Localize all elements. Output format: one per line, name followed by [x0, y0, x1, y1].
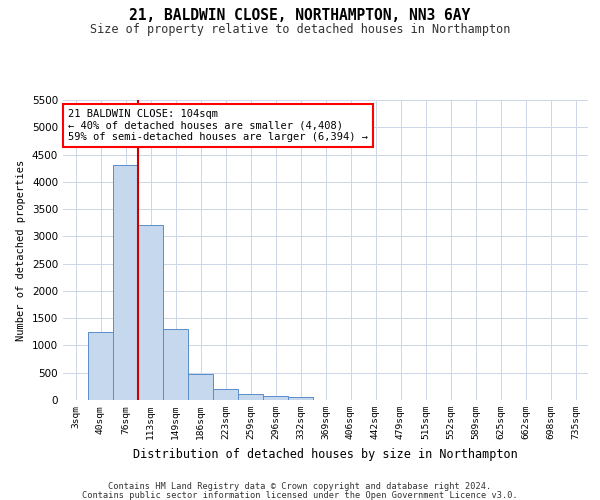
Bar [288, 398, 313, 400]
Text: Contains HM Land Registry data © Crown copyright and database right 2024.: Contains HM Land Registry data © Crown c… [109, 482, 491, 491]
Bar [263, 396, 288, 400]
Bar [238, 394, 263, 400]
Bar [163, 329, 188, 400]
Bar [213, 388, 238, 400]
Bar [138, 226, 163, 400]
Text: 21 BALDWIN CLOSE: 104sqm
← 40% of detached houses are smaller (4,408)
59% of sem: 21 BALDWIN CLOSE: 104sqm ← 40% of detach… [68, 109, 368, 142]
Text: Size of property relative to detached houses in Northampton: Size of property relative to detached ho… [90, 22, 510, 36]
Text: 21, BALDWIN CLOSE, NORTHAMPTON, NN3 6AY: 21, BALDWIN CLOSE, NORTHAMPTON, NN3 6AY [130, 8, 470, 23]
Text: Contains public sector information licensed under the Open Government Licence v3: Contains public sector information licen… [82, 491, 518, 500]
Bar [188, 374, 213, 400]
Bar [88, 332, 113, 400]
Bar [113, 166, 138, 400]
Y-axis label: Number of detached properties: Number of detached properties [16, 160, 26, 340]
X-axis label: Distribution of detached houses by size in Northampton: Distribution of detached houses by size … [133, 448, 518, 460]
